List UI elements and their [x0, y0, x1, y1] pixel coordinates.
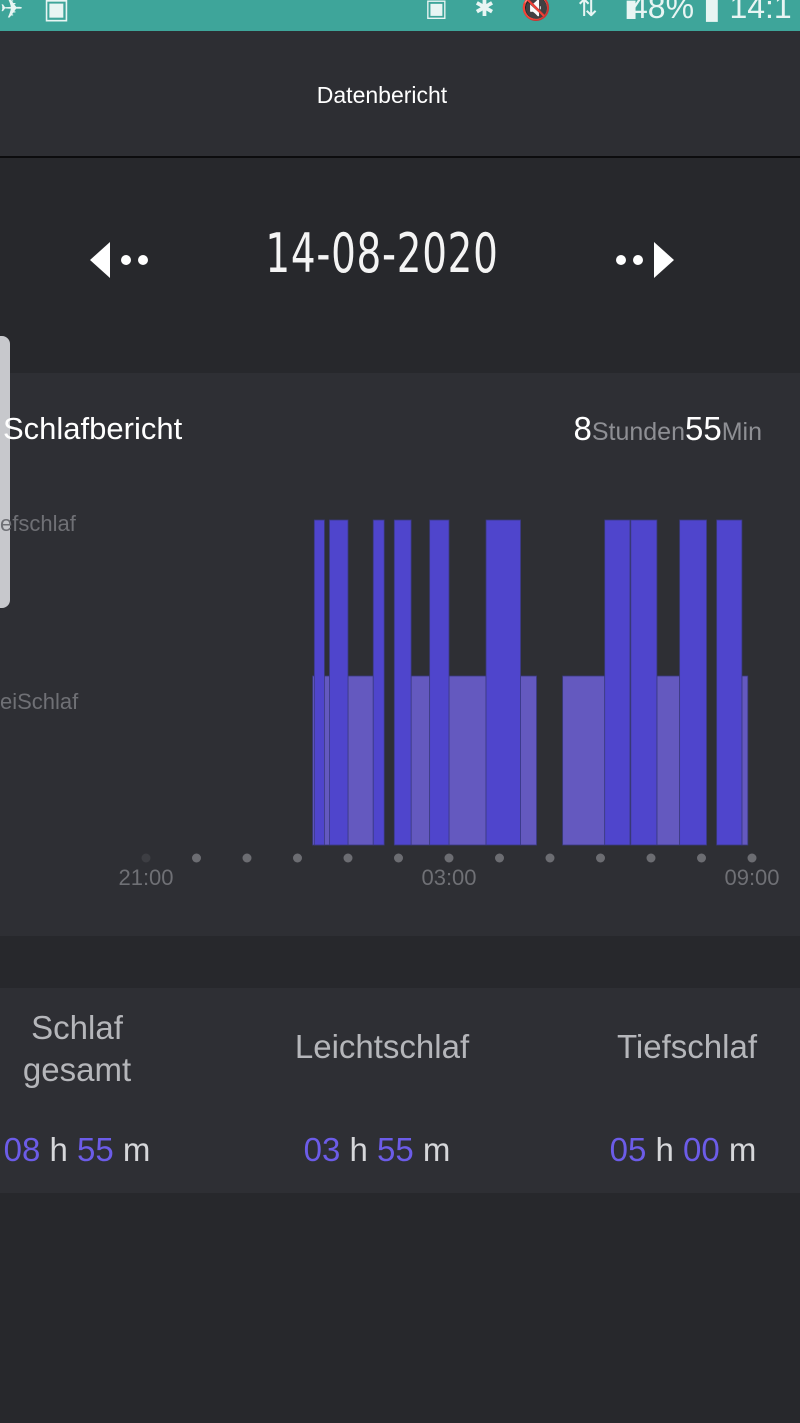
light-sleep-bar	[347, 675, 374, 846]
deep-sleep-bar	[485, 519, 521, 846]
total-hours: 08	[3, 1131, 41, 1168]
light-sleep-label: Leichtschlaf	[294, 1028, 470, 1065]
total-sleep-label-line1: Schlaf	[31, 1009, 123, 1046]
x-tick-dot	[343, 853, 353, 863]
x-tick-dot	[697, 853, 706, 863]
deep-sleep-value: 05 h 00 m	[558, 1131, 800, 1169]
status-battery-time: 48% ▮ 14:1	[630, 0, 792, 26]
duration-hours-unit: Stunden	[591, 418, 685, 446]
light-minutes: 55	[377, 1131, 414, 1168]
sleep-summary: Schlaf gesamt 08 h 55 m Leichtschlaf 03 …	[0, 988, 800, 1193]
x-tick-dot	[646, 853, 656, 863]
deep-sleep-bar	[329, 519, 349, 846]
deep-sleep-bar	[429, 519, 450, 846]
light-sleep-bar	[656, 675, 681, 846]
deep-sleep-bar	[313, 519, 325, 846]
light-minutes-unit: m	[422, 1131, 451, 1168]
status-bar: ✈ ▣ ▣ ✱ 🔇 ⇅ ▮ 48% ▮ 14:1	[0, 0, 800, 31]
total-sleep-value: 08 h 55 m	[0, 1131, 177, 1169]
total-hours-unit: h	[49, 1131, 68, 1168]
light-sleep-value: 03 h 55 m	[232, 1131, 522, 1169]
duration-minutes: 55	[684, 410, 722, 447]
x-tick-label: 03:00	[421, 865, 476, 890]
deep-minutes: 00	[683, 1131, 720, 1168]
side-drawer-handle[interactable]	[0, 336, 10, 608]
light-sleep-bar	[741, 675, 749, 846]
y-label-light: eiSchlaf	[0, 689, 79, 714]
deep-hours-unit: h	[655, 1131, 674, 1168]
sleep-duration: 8Stunden55Min	[573, 410, 762, 448]
x-tick-dot	[747, 853, 757, 863]
total-minutes-unit: m	[122, 1131, 151, 1168]
x-tick-dot	[141, 853, 151, 863]
deep-hours: 05	[609, 1131, 647, 1168]
deep-sleep-bar	[393, 519, 412, 846]
total-minutes: 55	[77, 1131, 114, 1168]
deep-sleep-bar	[630, 519, 658, 846]
sleep-stage-chart: 21:00 03:00 09:00	[118, 519, 780, 890]
status-system-icons: ▣ ✱ 🔇 ⇅ ▮	[425, 0, 648, 22]
light-hours: 03	[303, 1131, 341, 1168]
battery-icon: ▮	[702, 0, 721, 25]
light-sleep-bar	[448, 675, 487, 846]
date-display[interactable]: 14-08-2020	[265, 222, 499, 285]
deep-sleep-bar	[372, 519, 385, 846]
deep-sleep-label: Tiefschlaf	[617, 1028, 757, 1065]
x-tick-dot	[444, 853, 454, 863]
x-tick-label: 09:00	[724, 865, 779, 890]
x-tick-dot	[545, 853, 555, 863]
duration-minutes-unit: Min	[721, 418, 762, 446]
y-label-deep: efschlaf	[0, 511, 76, 536]
x-tick-label: 21:00	[118, 865, 173, 890]
date-navigation: 14-08-2020	[0, 200, 800, 320]
deep-sleep-bar	[679, 519, 707, 846]
battery-percentage: 48%	[630, 0, 695, 25]
duration-hours: 8	[573, 410, 592, 447]
light-sleep-bar	[520, 675, 537, 846]
arrow-left-icon[interactable]	[88, 238, 152, 282]
total-sleep-label-line2: gesamt	[22, 1051, 132, 1088]
clock: 14:1	[729, 0, 792, 25]
deep-minutes-unit: m	[728, 1131, 757, 1168]
deep-sleep-bar	[604, 519, 631, 846]
light-hours-unit: h	[349, 1131, 368, 1168]
status-left-icons: ✈ ▣	[0, 0, 76, 24]
x-tick-dot	[242, 853, 252, 863]
x-tick-dot	[596, 853, 605, 863]
app-header: Datenbericht	[0, 31, 800, 158]
x-tick-dot	[394, 853, 403, 863]
sleep-report-title: Schlafbericht	[3, 411, 183, 446]
total-sleep-label: Schlaf gesamt	[0, 1007, 177, 1091]
light-sleep-bar	[410, 675, 431, 846]
x-tick-dot	[293, 853, 302, 863]
page-title: Datenbericht	[316, 82, 448, 108]
light-sleep-bar	[562, 675, 606, 846]
x-tick-dot	[495, 853, 504, 863]
arrow-right-icon[interactable]	[612, 238, 676, 282]
x-tick-dot	[192, 853, 201, 863]
deep-sleep-bar	[716, 519, 743, 846]
